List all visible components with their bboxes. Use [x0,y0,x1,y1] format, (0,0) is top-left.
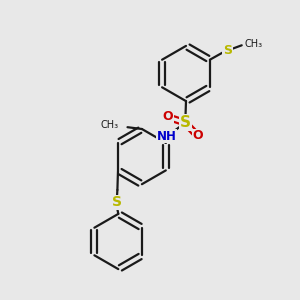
Text: S: S [180,115,190,130]
Text: S: S [223,44,232,57]
Text: CH₃: CH₃ [245,39,263,49]
Text: CH₃: CH₃ [100,120,118,130]
Text: S: S [112,196,122,209]
Text: O: O [163,110,173,123]
Text: O: O [192,129,203,142]
Text: NH: NH [157,130,176,143]
